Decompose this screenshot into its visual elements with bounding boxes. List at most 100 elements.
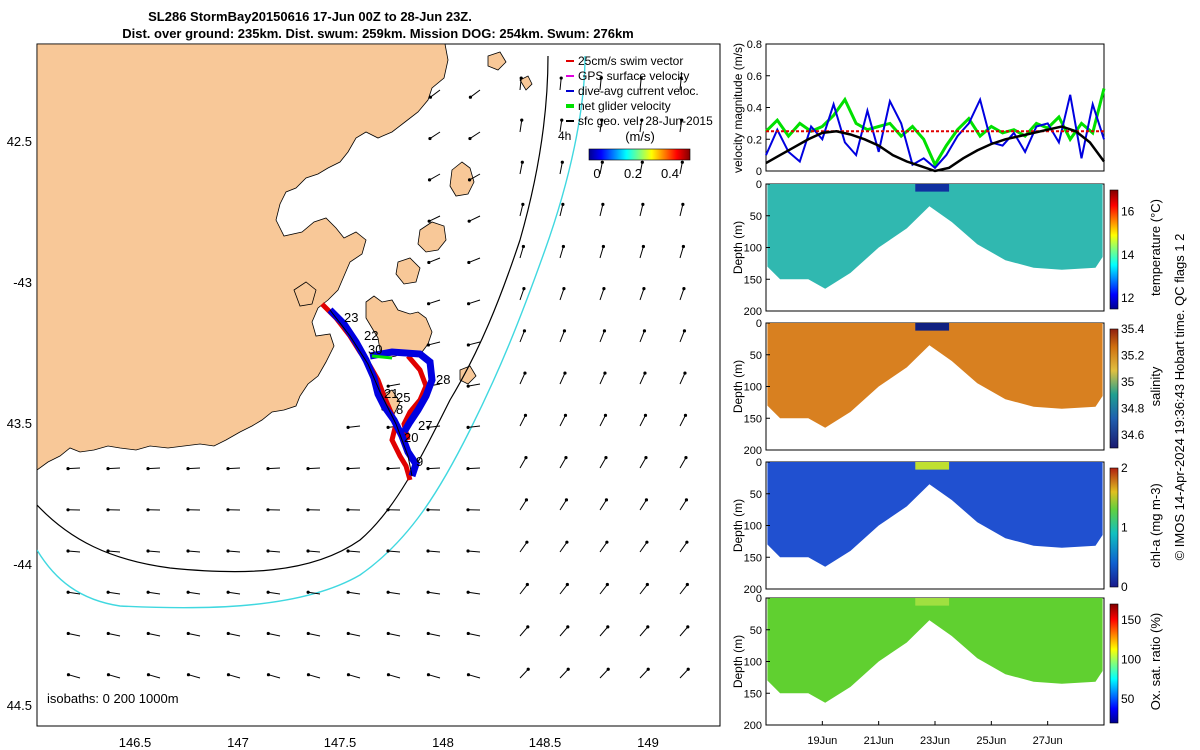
velocity-arrow (679, 330, 685, 343)
velocity-arrowhead (602, 287, 606, 291)
velocity-arrow (599, 204, 604, 217)
section-colorbar (1109, 603, 1119, 724)
velocity-arrowhead (524, 455, 528, 460)
velocity-series-line (765, 94, 1105, 170)
velocity-arrowhead (186, 549, 190, 553)
velocity-arrowhead (645, 582, 649, 587)
velocity-arrowhead (186, 467, 190, 471)
velocity-arrowhead (428, 136, 432, 141)
colorbar-label: Ox. sat. ratio (%) (1148, 613, 1163, 711)
y-tick-label: 100 (744, 657, 762, 669)
velocity-arrowhead (306, 631, 310, 636)
colorbar-label: chl-a (mg m-3) (1148, 483, 1163, 568)
velocity-arrow (679, 626, 689, 637)
footer-vertical: © IMOS 14-Apr-2024 19:36:43 Hobart time.… (1172, 234, 1187, 561)
velocity-arrow (679, 372, 686, 385)
velocity-arrowhead (426, 302, 431, 306)
velocity-arrowhead (561, 244, 565, 249)
velocity-arrowhead (226, 549, 230, 553)
map-island (293, 281, 317, 307)
section-ylabel: Depth (m) (731, 360, 745, 413)
velocity-arrowhead (604, 455, 608, 460)
velocity-arrowhead (467, 178, 472, 182)
velocity-arrow (347, 550, 361, 553)
label-4h: 4h (558, 129, 571, 143)
colorbar-tick-label: 50 (1121, 692, 1135, 706)
velocity-arrowhead (522, 329, 527, 333)
velocity-arrowhead (226, 590, 230, 594)
velocity-arrow (428, 299, 441, 305)
velocity-arrow (519, 626, 529, 637)
velocity-arrow (679, 204, 684, 217)
velocity-y-ticks: 0 0.2 0.4 0.6 0.8 (747, 39, 770, 178)
velocity-arrowhead (386, 467, 390, 471)
velocity-arrow (679, 584, 688, 595)
velocity-arrow (147, 550, 161, 553)
velocity-arrowhead (426, 467, 430, 471)
section-panel-oxygen: 0 50 100 150 200 Depth (m) 50 100 150 Ox. sat. ra… (731, 593, 1163, 732)
velocity-arrowhead (306, 508, 310, 512)
velocity-arrow (639, 246, 644, 259)
x-tick-label: 27Jun (1033, 735, 1063, 747)
velocity-arrowhead (519, 76, 523, 80)
section-ylabel: Depth (m) (731, 499, 745, 552)
x-tick-label: 146.5 (119, 735, 152, 750)
colorbar-tick-label: 35 (1121, 375, 1135, 389)
velocity-arrowhead (520, 160, 524, 164)
velocity-arrowhead (386, 425, 390, 429)
section-x-ticks: 19Jun 21Jun 23Jun 25Jun 27Jun (807, 721, 1063, 747)
velocity-arrow (428, 591, 441, 595)
velocity-arrow (599, 499, 607, 511)
velocity-arrow (68, 632, 81, 637)
day-label: 28 (436, 372, 450, 387)
velocity-arrow (468, 383, 481, 387)
velocity-arrowhead (226, 673, 231, 677)
isobath-1000m (37, 55, 586, 609)
velocity-arrow (428, 341, 441, 346)
glider-track-line (329, 309, 413, 477)
section-data (767, 323, 1103, 428)
velocity-arrow (268, 674, 281, 679)
velocity-arrowhead (266, 590, 270, 594)
map-island (487, 51, 507, 71)
velocity-arrowhead (467, 260, 471, 265)
y-tick-label: 150 (744, 274, 762, 286)
velocity-arrowhead (306, 590, 310, 594)
y-tick-label: 50 (750, 625, 762, 637)
legend-label: 25cm/s swim vector (578, 54, 683, 68)
velocity-arrow (599, 626, 609, 637)
y-tick-label: 42.5 (7, 134, 32, 149)
velocity-arrow (639, 78, 642, 91)
colorbar-tick-label: 100 (1121, 653, 1141, 667)
x-tick-label: 23Jun (920, 735, 950, 747)
velocity-ylabel: velocity magnitude (m/s) (731, 43, 745, 173)
velocity-arrow (468, 299, 481, 305)
velocity-arrowhead (186, 590, 190, 594)
velocity-arrow (467, 467, 481, 470)
velocity-arrowhead (681, 244, 685, 249)
glider-track-blue-2 (369, 348, 436, 434)
velocity-arrowhead (346, 425, 350, 429)
velocity-arrowhead (566, 667, 570, 671)
velocity-arrowhead (346, 631, 350, 636)
day-label: 20 (404, 430, 418, 445)
map-island (519, 75, 533, 91)
velocity-arrowhead (306, 549, 310, 553)
velocity-arrow (639, 584, 648, 595)
velocity-arrow (228, 632, 241, 637)
velocity-arrowhead (266, 631, 270, 636)
velocity-arrowhead (146, 549, 150, 553)
velocity-arrowhead (682, 287, 686, 291)
map-island (417, 221, 447, 253)
velocity-arrow (559, 288, 565, 301)
velocity-panel: 0 0.2 0.4 0.6 0.8 velocity magnitude (m/s) (731, 39, 1106, 178)
velocity-arrowhead (226, 467, 230, 471)
velocity-arrowhead (645, 540, 649, 544)
velocity-arrow (639, 162, 643, 175)
y-tick-label: 200 (744, 720, 762, 732)
velocity-arrow (519, 668, 529, 679)
section-surface (915, 598, 950, 606)
velocity-arrowhead (266, 508, 270, 512)
velocity-arrow (470, 89, 481, 98)
